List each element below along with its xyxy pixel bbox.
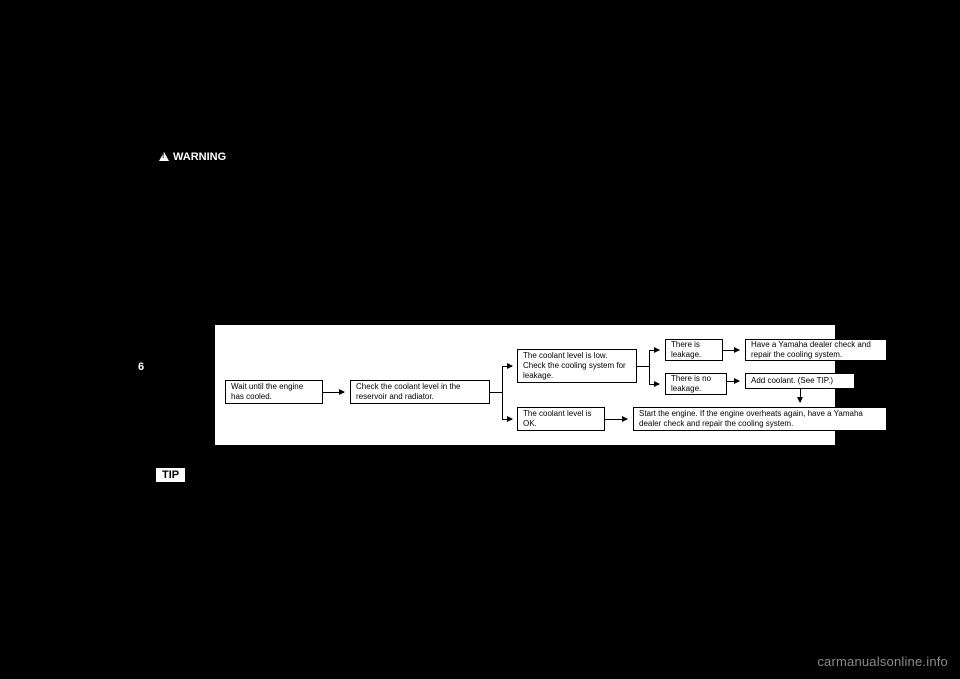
tip-label: TIP [155, 467, 186, 482]
page-tab: 6 [132, 358, 150, 376]
warning-bullet-2: Place a thick rag, like a towel, over th… [166, 204, 830, 249]
fc-box-low: The coolant level is low. Check the cool… [517, 349, 637, 383]
fc-arrow [727, 381, 739, 382]
tip-body: If coolant is not available, tap water c… [155, 484, 830, 526]
fc-arrow [605, 419, 627, 420]
watermark: carmanualsonline.info [817, 654, 948, 669]
fc-line [490, 392, 502, 393]
warning-bullet-1: Do not remove the radiator cap when the … [166, 174, 830, 204]
warning-triangle-icon [159, 152, 169, 161]
flowchart: Wait until the engine has cooled. Check … [215, 325, 835, 445]
fc-line [649, 350, 650, 384]
fc-arrow [502, 419, 512, 420]
fc-arrow [649, 384, 659, 385]
warning-bottom-rule [155, 258, 830, 259]
fc-arrow [723, 350, 739, 351]
fc-box-check: Check the coolant level in the reservoir… [350, 380, 490, 404]
tip-block: TIP If coolant is not available, tap wat… [155, 465, 830, 527]
fc-arrow [323, 392, 344, 393]
warning-label: WARNING [155, 149, 234, 165]
fc-box-start: Start the engine. If the engine overheat… [633, 407, 887, 431]
fc-box-add: Add coolant. (See TIP.) [745, 373, 855, 389]
fc-arrow [649, 350, 659, 351]
fc-box-wait: Wait until the engine has cooled. [225, 380, 323, 404]
fc-line [637, 366, 649, 367]
fc-box-noleak: There is no leakage. [665, 373, 727, 395]
warning-block: WARNING Do not remove the radiator cap w… [155, 148, 830, 259]
fc-box-dealer: Have a Yamaha dealer check and repair th… [745, 339, 887, 361]
fc-arrow [502, 366, 512, 367]
warning-body: Do not remove the radiator cap when the … [155, 168, 830, 258]
fc-box-leak: There is leakage. [665, 339, 723, 361]
fc-box-ok: The coolant level is OK. [517, 407, 605, 431]
warning-label-text: WARNING [173, 151, 226, 163]
tip-bottom-rule [155, 526, 830, 527]
fc-arrow-down [800, 389, 801, 402]
fc-line [502, 366, 503, 419]
